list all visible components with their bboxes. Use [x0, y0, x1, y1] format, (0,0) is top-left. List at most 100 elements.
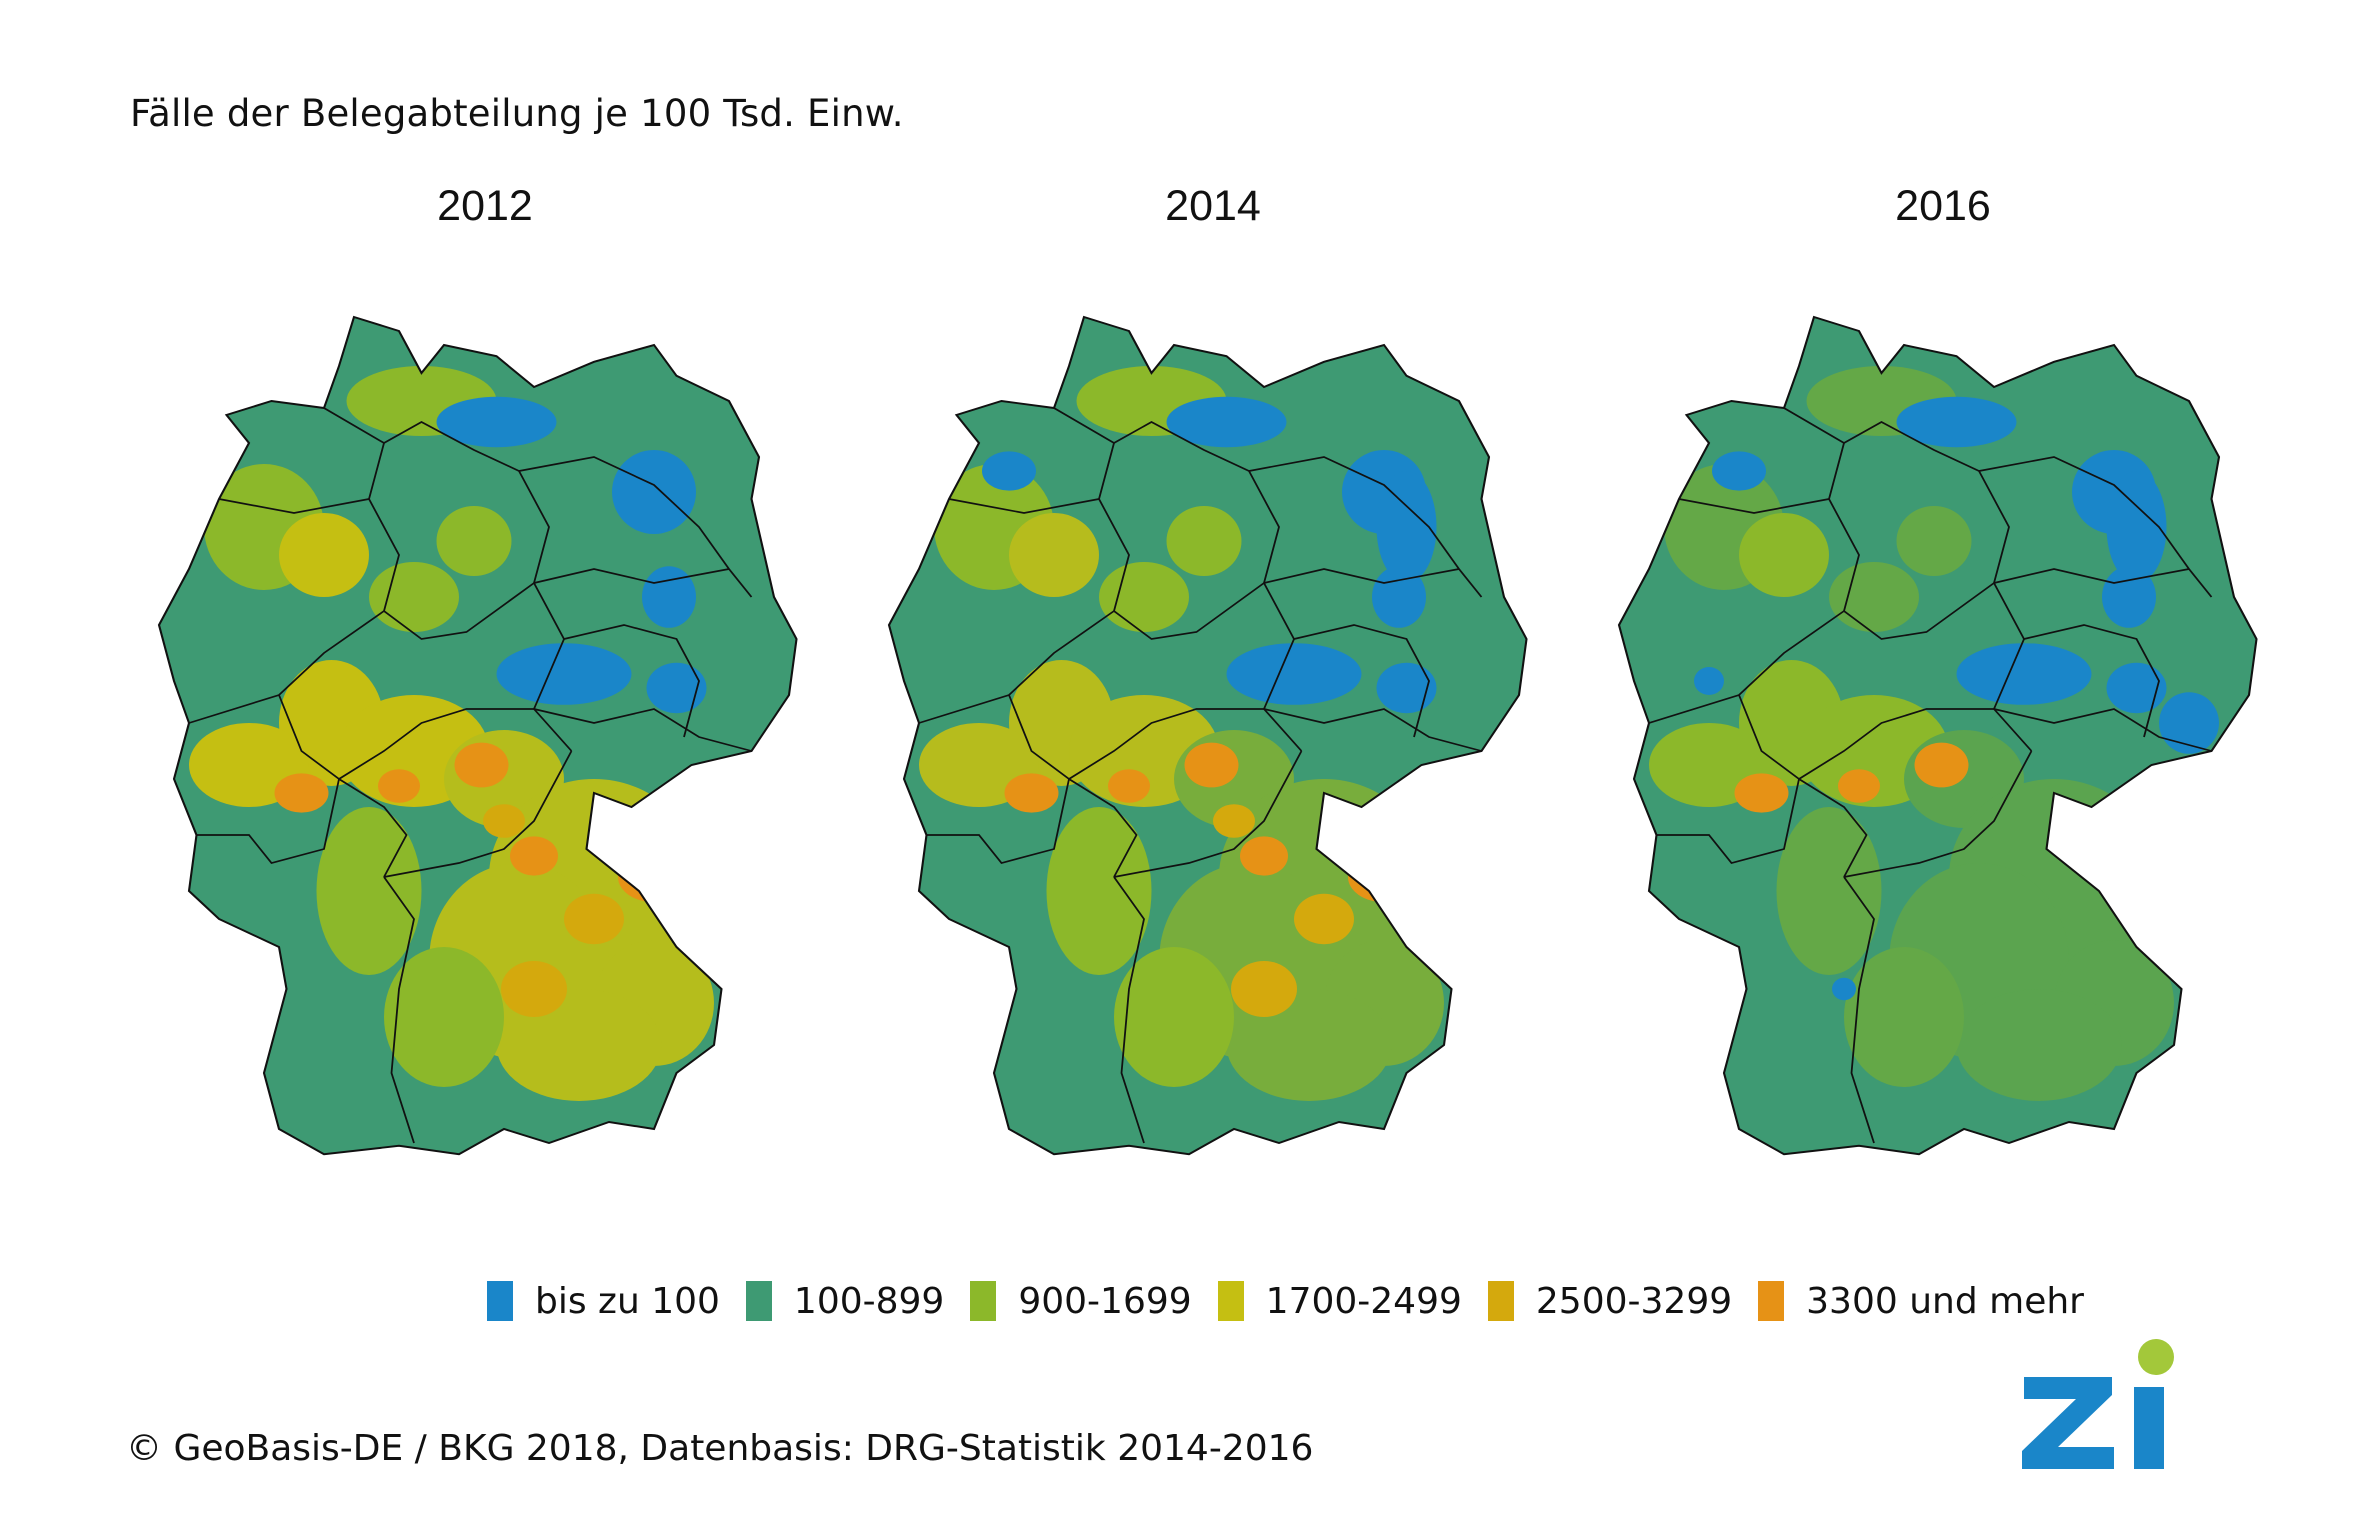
source-credit: © GeoBasis-DE / BKG 2018, Datenbasis: DR… — [126, 1428, 1314, 1469]
zi-logo — [2022, 1339, 2174, 1469]
low-value-patch — [436, 396, 557, 448]
legend-swatch — [1758, 1281, 1785, 1321]
state-border — [533, 568, 730, 584]
state-border — [196, 694, 340, 864]
year-label-2014: 2014 — [1165, 182, 1261, 230]
low-value-patch — [1166, 396, 1287, 448]
hotspot-patch — [1348, 851, 1420, 903]
region-patch — [496, 989, 662, 1101]
legend-item: bis zu 100 — [487, 1281, 720, 1322]
hotspot-patch — [1184, 742, 1239, 788]
country-outline — [1617, 315, 2258, 1156]
region-patch — [1844, 947, 1964, 1087]
state-border — [1993, 568, 2190, 584]
germany-map-2012 — [157, 315, 798, 1156]
low-value-patch — [1832, 977, 1856, 1001]
state-border — [1978, 470, 2033, 752]
low-value-patch — [2106, 471, 2167, 583]
state-border — [1053, 407, 1250, 472]
low-value-patch — [646, 662, 707, 714]
hotspot-patch — [378, 769, 420, 803]
low-value-patch — [2106, 662, 2167, 714]
germany-map-2016 — [1617, 315, 2258, 1156]
legend-label: 900-1699 — [1018, 1280, 1192, 1322]
legend-swatch — [1217, 1281, 1244, 1321]
low-value-patch — [2159, 692, 2219, 754]
map-group — [157, 315, 798, 1156]
hotspot-patch — [1838, 769, 1880, 803]
state-border — [948, 498, 1100, 514]
hotspot-patch — [510, 836, 558, 876]
logo-i-stem — [2134, 1387, 2164, 1469]
state-border — [1978, 456, 2213, 598]
region-patch — [1166, 506, 1242, 576]
region-patch — [1896, 506, 1972, 576]
state-border — [1113, 750, 1303, 878]
state-border — [1263, 568, 1460, 584]
low-value-patch — [1694, 667, 1724, 695]
region-patch — [436, 506, 512, 576]
legend-item: 2500-3299 — [1487, 1281, 1732, 1322]
state-border — [563, 624, 700, 738]
state-border — [1993, 708, 2212, 752]
germany-map-2014 — [887, 315, 1528, 1156]
region-patch — [1009, 513, 1099, 597]
map-group — [887, 315, 1528, 1156]
hotspot-patch — [454, 742, 509, 788]
hotspot-patch — [501, 961, 567, 1017]
state-border — [2023, 624, 2160, 738]
low-value-patch — [1376, 471, 1437, 583]
country-outline — [157, 315, 798, 1156]
low-value-patch — [1376, 662, 1437, 714]
state-border — [1798, 778, 1868, 878]
state-border — [1293, 624, 1430, 738]
hotspot-patch — [1231, 961, 1297, 1017]
region-patch — [1739, 513, 1829, 597]
hotspot-patch — [274, 773, 329, 813]
state-border — [1798, 708, 1994, 780]
region-patch — [369, 562, 459, 632]
state-border — [1843, 750, 2033, 878]
state-border — [1068, 778, 1138, 878]
low-value-patch — [1226, 643, 1362, 705]
state-border — [338, 778, 408, 878]
year-label-2016: 2016 — [1895, 182, 1991, 230]
legend: bis zu 100 100-899 900-1699 1700-2499 25… — [487, 1276, 2110, 1326]
state-border — [1068, 708, 1264, 780]
state-border — [1263, 708, 1482, 752]
legend-label: 100-899 — [793, 1280, 945, 1322]
country-outline — [887, 315, 1528, 1156]
region-patch — [384, 947, 504, 1087]
legend-swatch — [745, 1281, 772, 1321]
legend-item: 100-899 — [745, 1280, 945, 1322]
low-value-patch — [1956, 643, 2092, 705]
region-patch — [1956, 989, 2122, 1101]
hotspot-patch — [483, 804, 525, 838]
low-value-patch — [1021, 336, 1057, 354]
state-border — [323, 407, 520, 472]
low-value-patch — [982, 451, 1036, 491]
low-value-patch — [612, 450, 696, 534]
state-border — [1113, 876, 1145, 1144]
state-border — [383, 876, 415, 1144]
region-patch — [1829, 562, 1919, 632]
state-border — [188, 610, 385, 724]
state-border — [1248, 470, 1303, 752]
state-border — [338, 708, 534, 780]
state-border — [1656, 694, 1800, 864]
hotspot-patch — [564, 893, 624, 945]
state-border — [518, 470, 573, 752]
low-value-patch — [642, 566, 696, 628]
state-border — [1678, 498, 1830, 514]
low-value-patch — [1712, 451, 1766, 491]
legend-item: 3300 und mehr — [1758, 1281, 2084, 1322]
state-border — [518, 456, 753, 598]
legend-swatch — [487, 1281, 513, 1321]
hotspot-patch — [1294, 893, 1354, 945]
state-border — [1248, 456, 1483, 598]
state-border — [1648, 610, 1845, 724]
low-value-patch — [291, 336, 327, 354]
hotspot-patch — [1240, 836, 1288, 876]
region-patch — [1226, 989, 1392, 1101]
region-patch — [1099, 562, 1189, 632]
